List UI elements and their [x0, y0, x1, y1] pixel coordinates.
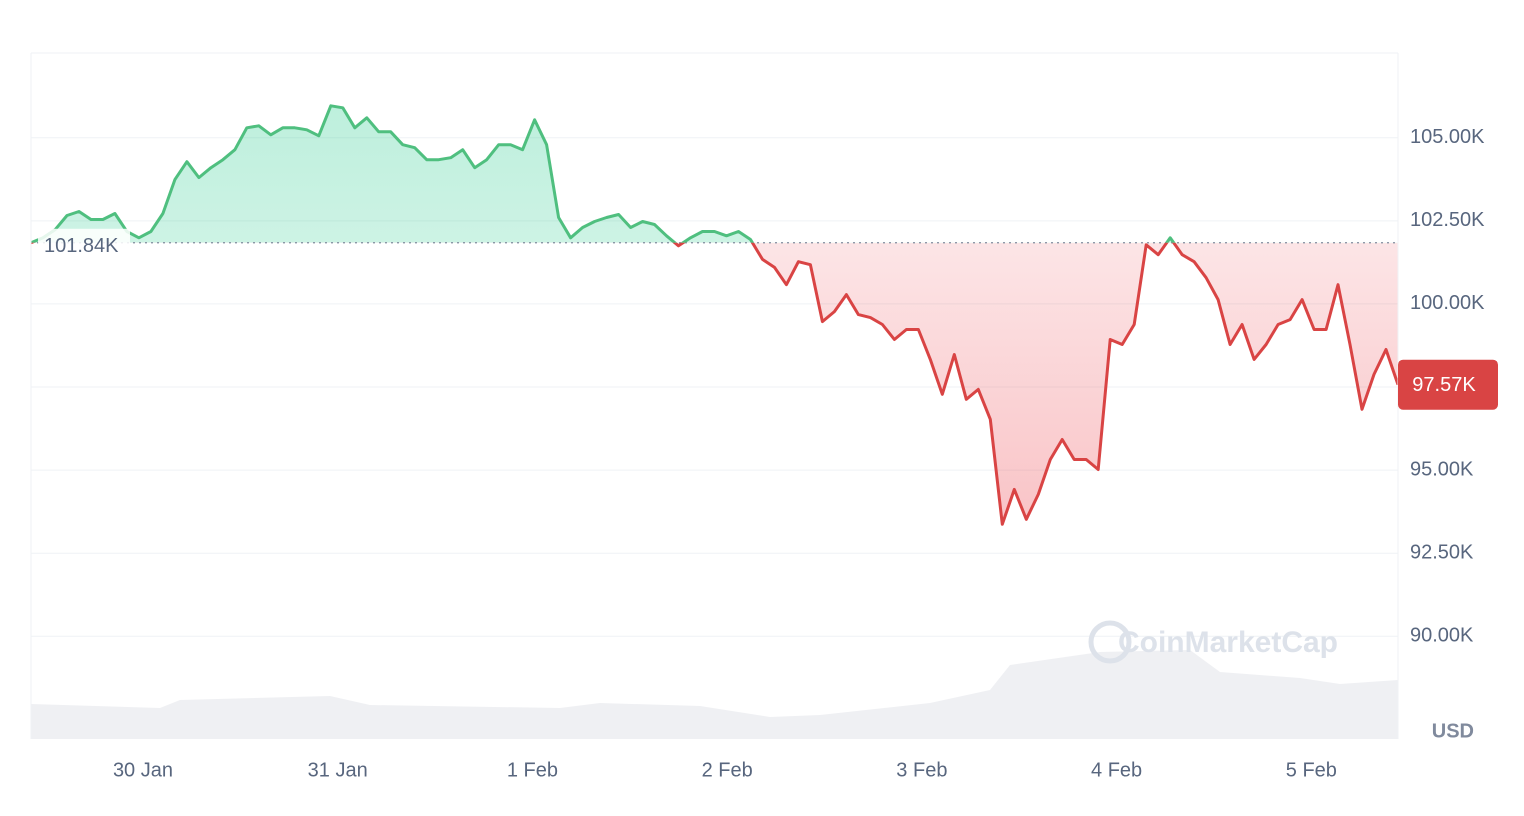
last-price-bg — [1398, 359, 1498, 410]
x-tick-label: 1 Feb — [507, 759, 558, 781]
x-tick-label: 4 Feb — [1091, 759, 1142, 781]
y-tick-label: 90.00K — [1410, 625, 1474, 647]
baseline-label: 101.84K — [44, 235, 119, 257]
x-tick-label: 2 Feb — [702, 759, 753, 781]
y-unit: USD — [1432, 720, 1474, 742]
y-tick-label: 102.50K — [1410, 209, 1485, 231]
y-tick-label: 105.00K — [1410, 126, 1485, 148]
plot: 101.84K — [30, 104, 1400, 637]
x-tick-label: 30 Jan — [113, 759, 173, 781]
price-line-up — [30, 104, 1176, 243]
area-down — [31, 242, 1398, 525]
y-tick-label: 92.50K — [1410, 541, 1474, 563]
x-tick-label: 5 Feb — [1286, 759, 1337, 781]
watermark: CoinMarketCap — [1118, 626, 1338, 659]
x-tick-label: 31 Jan — [308, 759, 368, 781]
y-tick-label: 95.00K — [1410, 458, 1474, 480]
baseline-label-bg — [38, 228, 130, 257]
y-tick-label: 100.00K — [1410, 292, 1485, 314]
last-price-label: 97.57K — [1412, 374, 1476, 396]
volume-area — [31, 650, 1398, 739]
watermark-logo — [1088, 620, 1132, 664]
area-up — [31, 105, 1398, 243]
x-tick-label: 3 Feb — [896, 759, 947, 781]
